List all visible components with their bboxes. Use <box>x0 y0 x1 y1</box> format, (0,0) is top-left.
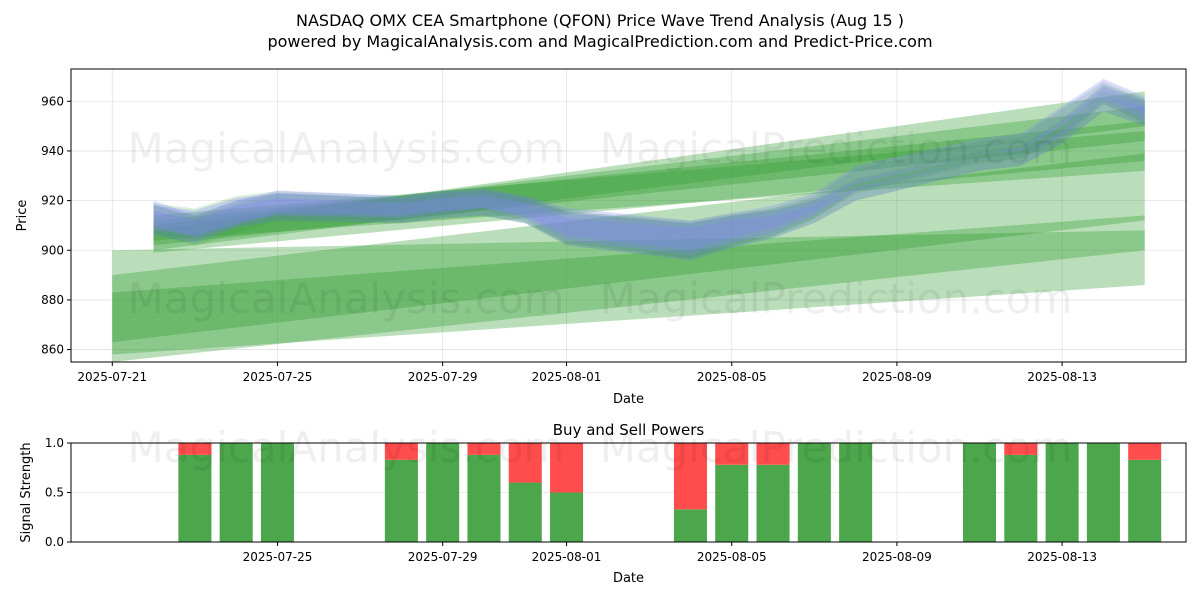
green-trend-band-5 <box>153 91 1145 251</box>
watermark-top-left: MagicalAnalysis.com <box>128 124 565 173</box>
price-y-tick-label: 860 <box>41 343 64 357</box>
price-y-tick-label: 960 <box>41 94 64 108</box>
buy-bar <box>673 509 707 542</box>
price-x-axis-label: Date <box>613 392 644 407</box>
green-trend-band-2 <box>112 215 1145 362</box>
watermark-mid-left: MagicalAnalysis.com <box>128 274 565 323</box>
price-plot: 2025-07-21 2025-07-25 2025-07-29 2025-08-01… <box>15 68 1187 407</box>
buy-bar <box>508 482 542 542</box>
green-wave-band-1 <box>153 81 1145 259</box>
price-x-tick-label: 2025-07-21 <box>77 370 147 384</box>
sell-bar <box>1128 443 1162 460</box>
price-y-tick-label: 880 <box>41 293 64 307</box>
watermark-mid-right: MagicalPrediction.com <box>600 274 1073 323</box>
buy-bar <box>426 443 460 542</box>
buy-bar <box>467 454 501 542</box>
green-trend-band-1 <box>112 153 1145 343</box>
price-axes-frame <box>70 68 1187 363</box>
figure-title-line1: NASDAQ OMX CEA Smartphone (QFON) Price W… <box>296 11 904 30</box>
price-x-tick-label: 2025-08-13 <box>1027 370 1097 384</box>
signal-plot-title: Buy and Sell Powers <box>553 421 705 439</box>
buy-bar <box>963 443 997 542</box>
sell-bar <box>673 443 707 510</box>
buy-bar <box>797 443 831 542</box>
buy-bar <box>260 443 294 542</box>
signal-x-tick-label: 2025-08-01 <box>532 550 602 564</box>
signal-x-tick-label: 2025-08-05 <box>697 550 767 564</box>
green-trend-band-4 <box>153 106 1145 246</box>
buy-bar <box>715 464 749 542</box>
watermark-bottom-left: MagicalAnalysis.com <box>128 423 565 472</box>
buy-bar <box>178 454 212 542</box>
buy-bar <box>219 443 253 542</box>
price-y-tick-label: 920 <box>41 194 64 208</box>
price-x-tick-label: 2025-07-29 <box>408 370 478 384</box>
signal-y-axis-label: Signal Strength <box>19 442 34 542</box>
blue-wave-band-1 <box>153 78 1145 251</box>
price-y-tick-label: 900 <box>41 243 64 257</box>
price-x-tick-label: 2025-08-01 <box>532 370 602 384</box>
signal-x-tick-label: 2025-07-25 <box>243 550 313 564</box>
sell-bar <box>1004 443 1038 455</box>
price-bands <box>112 78 1145 362</box>
price-x-tick-label: 2025-08-09 <box>862 370 932 384</box>
sell-bar <box>715 443 749 465</box>
watermark-top-right: MagicalPrediction.com <box>600 124 1073 173</box>
price-x-tick-label: 2025-08-05 <box>697 370 767 384</box>
blue-wave-band-0 <box>153 86 1145 256</box>
green-wave-band-0 <box>153 84 1145 259</box>
green-trend-band-0 <box>112 230 1145 355</box>
sell-bar <box>384 443 418 460</box>
green-trend-band-3 <box>153 121 1145 253</box>
sell-bar <box>467 443 501 455</box>
sell-bar <box>508 443 542 483</box>
signal-y-tick-label: 0.0 <box>45 535 64 549</box>
buy-bar <box>1045 443 1079 542</box>
sell-bar <box>178 443 212 455</box>
signal-x-tick-label: 2025-08-13 <box>1027 550 1097 564</box>
watermark-layer: MagicalAnalysis.com MagicalPrediction.co… <box>128 124 1073 472</box>
sell-bar <box>756 443 790 465</box>
green-trend-band-6 <box>153 131 1145 241</box>
signal-x-axis-label: Date <box>613 571 644 586</box>
signal-x-tick-label: 2025-08-09 <box>862 550 932 564</box>
signal-x-tick-label: 2025-07-29 <box>408 550 478 564</box>
buy-bar <box>384 459 418 542</box>
buy-bar <box>1086 443 1120 542</box>
price-x-tick-label: 2025-07-25 <box>243 370 313 384</box>
buy-bar <box>550 492 584 542</box>
watermark-bottom-right: MagicalPrediction.com <box>600 423 1073 472</box>
signal-y-tick-label: 1.0 <box>45 436 64 450</box>
price-y-tick-label: 940 <box>41 144 64 158</box>
sell-bar <box>550 443 584 493</box>
green-wave-band-2 <box>153 91 1145 261</box>
buy-bar <box>1004 454 1038 542</box>
buy-bar <box>839 443 873 542</box>
price-y-axis-label: Price <box>15 200 30 232</box>
figure-title-line2: powered by MagicalAnalysis.com and Magic… <box>267 32 932 51</box>
blue-wave-band-2 <box>153 96 1145 261</box>
signal-plot: 2025-07-25 2025-07-29 2025-08-01 2025-08-05… <box>19 421 1187 586</box>
buy-bar <box>1128 459 1162 542</box>
signal-y-tick-label: 0.5 <box>45 486 64 500</box>
buy-bar <box>756 464 790 542</box>
